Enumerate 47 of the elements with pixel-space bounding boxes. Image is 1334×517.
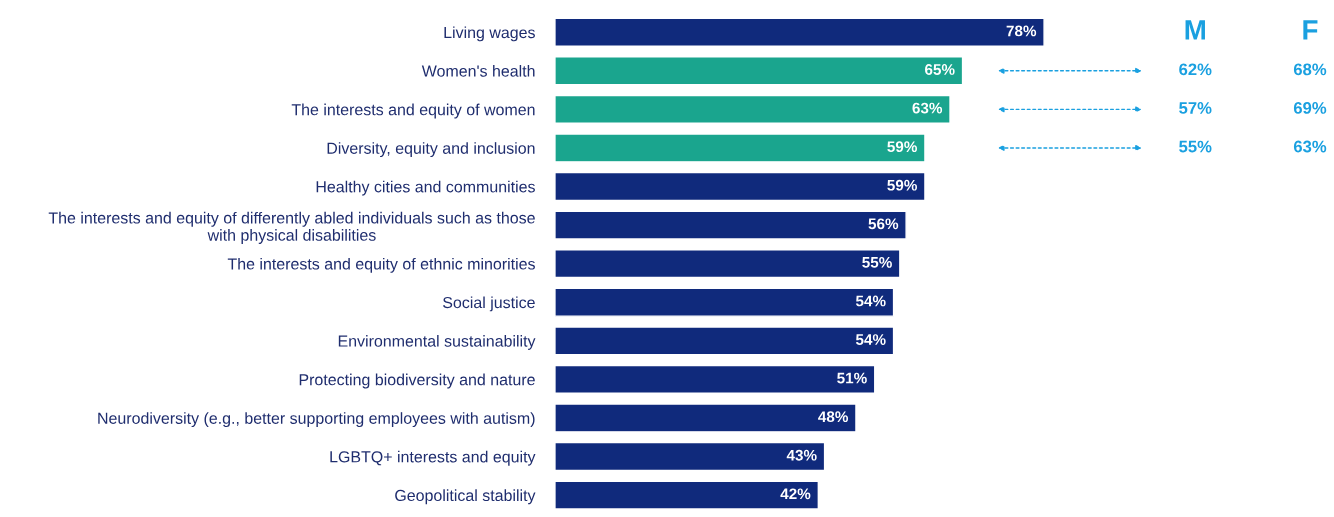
bar	[554, 17, 1045, 47]
bar	[554, 480, 820, 510]
text: 62%	[1179, 63, 1212, 76]
data-label: 56%	[868, 218, 899, 230]
data-label: 43%	[786, 449, 817, 461]
text: 69%	[1293, 102, 1327, 114]
text: 63%	[1293, 140, 1327, 153]
y-tick-label: Protecting biodiversity and nature	[299, 373, 535, 389]
bar	[554, 441, 826, 472]
bar	[554, 94, 951, 124]
data-label: 59%	[887, 179, 917, 191]
y-tick-label: LGBTQ+ interests and equity	[330, 450, 536, 466]
bar	[554, 403, 857, 433]
y-tick-label: Diversity, equity and inclusion	[327, 142, 535, 158]
y-tick-label: Living wages	[444, 26, 535, 42]
y-tick-label: Social justice	[443, 296, 535, 312]
data-label: 54%	[855, 334, 886, 345]
bar	[554, 56, 964, 86]
text: F	[1303, 20, 1318, 40]
data-label: 59%	[887, 141, 917, 153]
data-label: 54%	[855, 295, 886, 307]
bar	[554, 287, 895, 317]
data-label: 65%	[925, 64, 955, 75]
y-tick-label: The interests and equity of women	[291, 103, 535, 119]
bar	[554, 133, 926, 163]
bar	[554, 364, 876, 394]
data-label: 51%	[837, 372, 867, 384]
y-tick-label: Healthy cities and communities	[316, 180, 535, 196]
data-label: 63%	[912, 102, 943, 114]
text: 57%	[1179, 102, 1212, 114]
text: 55%	[1179, 140, 1212, 153]
bar	[554, 249, 901, 279]
bar	[554, 171, 926, 202]
y-tick-label: Environmental sustainability	[338, 335, 536, 350]
y-tick-label: The interests and equity of differently abled individuals such as those with physical disabilities	[48, 211, 535, 244]
bar	[554, 326, 895, 356]
y-tick-label: Geopolitical stability	[395, 489, 536, 505]
data-label: 48%	[818, 411, 849, 423]
y-tick-label: The interests and equity of ethnic minorities	[227, 257, 535, 273]
bar	[554, 210, 907, 240]
y-tick-label: Neurodiversity (e.g., better supporting employees with autism)	[98, 412, 535, 428]
data-label: 78%	[1006, 25, 1037, 37]
data-label: 42%	[780, 488, 811, 500]
y-tick-label: Women's health	[421, 65, 535, 77]
text: M	[1185, 20, 1205, 40]
text: 68%	[1293, 63, 1327, 76]
data-label: 55%	[862, 256, 892, 268]
